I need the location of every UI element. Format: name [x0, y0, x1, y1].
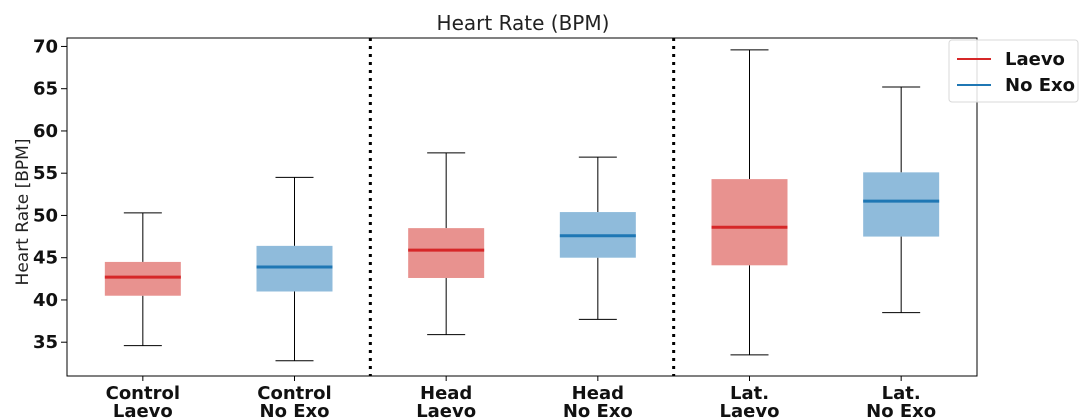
chart-title: Heart Rate (BPM) — [437, 11, 610, 35]
y-tick-label: 50 — [33, 205, 58, 226]
box-4 — [711, 49, 788, 356]
y-tick-label: 40 — [33, 290, 58, 311]
iqr-box — [256, 245, 333, 292]
legend-box — [948, 39, 1079, 103]
y-tick-label: 70 — [33, 36, 58, 57]
x-tick-label-line1: Lat. — [882, 383, 921, 404]
x-tick-label-line1: Head — [420, 383, 472, 404]
y-tick-label: 65 — [33, 79, 58, 100]
x-tick-label-line1: Control — [257, 383, 331, 404]
y-tick-label: 35 — [33, 332, 58, 353]
box-5 — [863, 86, 940, 314]
x-tick-label-line2: No Exo — [866, 401, 936, 419]
legend: Laevo No Exo — [948, 39, 1079, 103]
iqr-box — [711, 179, 788, 266]
x-tick-label-line2: Laevo — [720, 401, 780, 419]
y-axis-label: Heart Rate [BPM] — [13, 139, 33, 286]
x-tick-label-line2: No Exo — [260, 401, 330, 419]
x-tick-label-line1: Control — [106, 383, 180, 404]
y-tick-label: 60 — [33, 121, 58, 142]
x-tick-label-line2: Laevo — [416, 401, 476, 419]
box-2 — [408, 152, 485, 336]
iqr-box — [104, 261, 181, 296]
box-0 — [104, 212, 181, 347]
y-tick-label: 45 — [33, 248, 58, 269]
x-tick-label-line2: No Exo — [563, 401, 633, 419]
x-tick-label-line1: Head — [572, 383, 624, 404]
box-1 — [256, 176, 333, 362]
iqr-box — [408, 228, 485, 278]
legend-label: Laevo — [1005, 49, 1065, 70]
box-3 — [559, 156, 636, 320]
legend-label: No Exo — [1005, 75, 1075, 96]
y-tick-label: 55 — [33, 163, 58, 184]
plot-frame — [66, 37, 978, 377]
x-tick-label-line2: Laevo — [113, 401, 173, 419]
iqr-box — [863, 172, 940, 237]
x-tick-label-line1: Lat. — [730, 383, 769, 404]
